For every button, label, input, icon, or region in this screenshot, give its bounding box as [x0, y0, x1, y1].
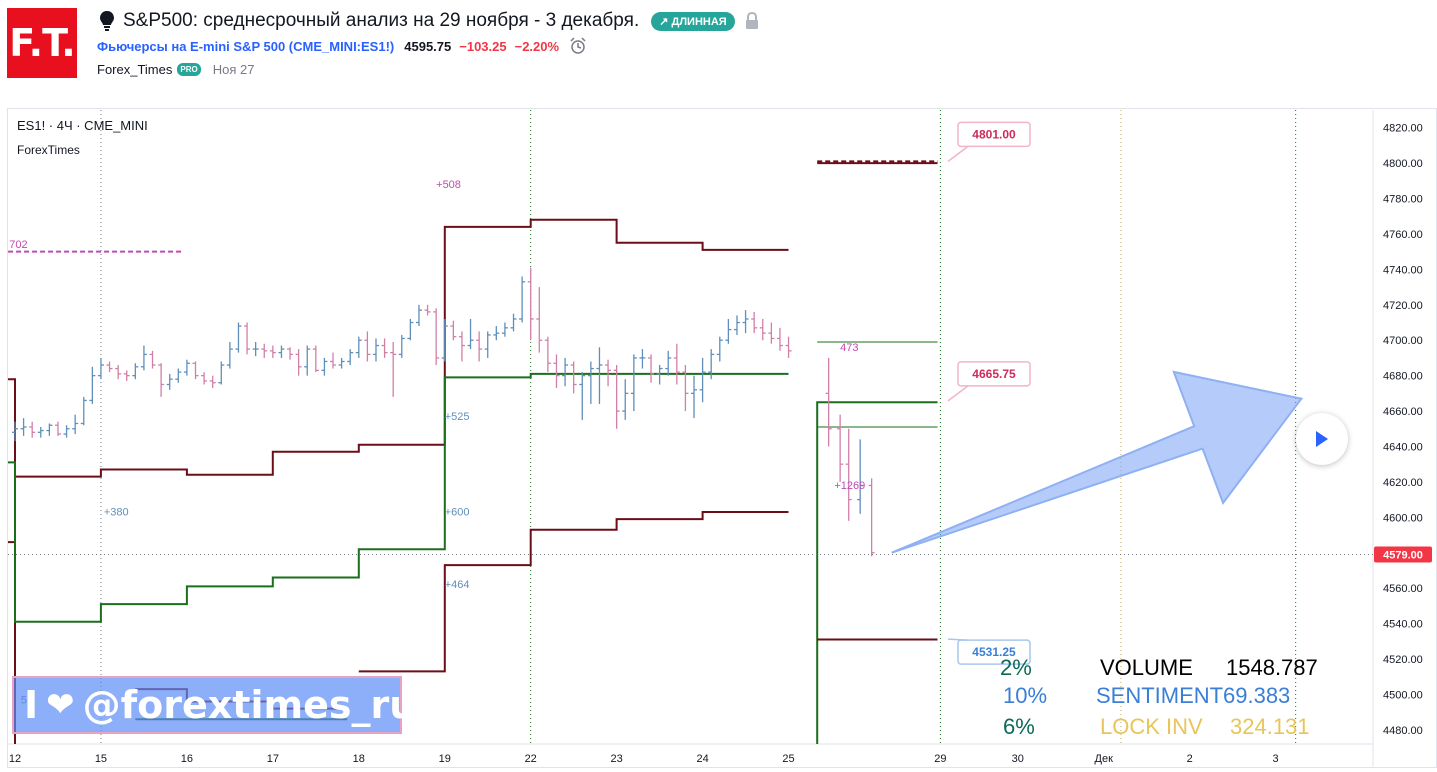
level-step-line	[816, 401, 938, 744]
time-tick-label: Дек	[1095, 753, 1114, 765]
volume-value: 1548.787	[1226, 655, 1318, 680]
sentiment-label: SENTIMENT	[1096, 683, 1224, 708]
level-annotation: 702	[9, 239, 27, 251]
time-tick-label: 12	[9, 753, 21, 765]
idea-title: S&P500: среднесрочный анализ на 29 ноябр…	[123, 10, 640, 31]
price-callout-box	[957, 639, 1031, 665]
time-tick-label: 29	[934, 753, 946, 765]
price-tick-label: 4600.00	[1383, 512, 1423, 524]
forecast-arrow	[891, 370, 1304, 554]
price-tick-label: 4820.00	[1383, 123, 1423, 135]
symbol-change: −103.25	[459, 38, 507, 54]
heart-icon: ❤	[46, 685, 75, 725]
price-callout-label: 4531.25	[972, 645, 1016, 659]
play-button[interactable]	[1296, 413, 1348, 465]
price-callout-box	[957, 361, 1031, 387]
price-callout-pointer	[947, 145, 969, 162]
time-tick-label: 16	[181, 753, 193, 765]
idea-header: F.T. S&P500: среднесрочный анализ на 29 …	[0, 0, 1437, 100]
price-tick-label: 4660.00	[1383, 406, 1423, 418]
long-position-badge: ↗ ДЛИННАЯ	[651, 11, 735, 31]
price-tick-label: 4640.00	[1383, 441, 1423, 453]
play-icon	[1316, 431, 1328, 447]
price-tick-label: 4520.00	[1383, 654, 1423, 666]
idea-title-row: S&P500: среднесрочный анализ на 29 ноябр…	[97, 8, 759, 34]
level-step-line	[8, 218, 789, 478]
sentiment-value: 69.383	[1223, 683, 1291, 708]
price-callout-box	[957, 121, 1031, 148]
volume-percent: 2%	[1000, 655, 1032, 680]
symbol-link[interactable]: Фьючерсы на E-mini S&P 500 (CME_MINI:ES1…	[97, 38, 395, 54]
time-tick-label: 3	[1273, 753, 1279, 765]
current-price-label: 4579.00	[1383, 550, 1423, 562]
level-step-line	[8, 372, 789, 623]
level-annotation: +508	[436, 179, 461, 191]
alarm-clock-icon[interactable]	[569, 37, 587, 55]
volume-label: VOLUME	[1100, 655, 1193, 680]
price-tick-label: 4700.00	[1383, 335, 1423, 347]
time-tick-label: 23	[611, 753, 623, 765]
time-tick-label: 25	[782, 753, 794, 765]
price-tick-label: 4740.00	[1383, 264, 1423, 276]
time-tick-label: 22	[525, 753, 537, 765]
chart-legend-indicator: ForexTimes	[17, 143, 80, 157]
level-annotation: +1269	[834, 480, 865, 492]
lock-inv-label: LOCK INV	[1100, 714, 1203, 739]
price-callout-pointer	[947, 638, 969, 641]
price-callout-label: 4665.75	[972, 367, 1016, 381]
watermark-handle: @forextimes_ru	[82, 683, 417, 727]
time-tick-label: 17	[267, 753, 279, 765]
brand-logo[interactable]: F.T.	[7, 8, 77, 78]
level-step-line	[358, 511, 789, 673]
time-tick-label: 24	[696, 753, 708, 765]
lock-inv-value: 324.131	[1230, 714, 1310, 739]
author-row: Forex_Times PRO Ноя 27	[97, 62, 254, 77]
price-callout-pointer	[947, 385, 969, 402]
chart-legend-symbol: ES1! · 4Ч · CME_MINI	[17, 118, 148, 133]
time-tick-label: 2	[1187, 753, 1193, 765]
pro-badge: PRO	[177, 63, 201, 76]
price-tick-label: 4680.00	[1383, 371, 1423, 383]
price-callout-label: 4801.00	[972, 127, 1016, 141]
price-tick-label: 4780.00	[1383, 194, 1423, 206]
author-link[interactable]: Forex_Times	[97, 62, 173, 77]
level-annotation: +525	[445, 411, 470, 423]
price-tick-label: 4760.00	[1383, 229, 1423, 241]
level-annotation: +464	[445, 579, 470, 591]
symbol-change-percent: −2.20%	[514, 38, 560, 54]
price-tick-label: 4620.00	[1383, 477, 1423, 489]
watermark-banner: I ❤ @forextimes_ru	[12, 676, 416, 734]
publish-date: Ноя 27	[212, 62, 255, 77]
lock-icon	[745, 12, 758, 29]
level-annotation: +600	[445, 507, 470, 519]
watermark-prefix: I	[24, 683, 39, 727]
price-tick-label: 4540.00	[1383, 619, 1423, 631]
price-tick-label: 4480.00	[1383, 725, 1423, 737]
level-annotation: +380	[104, 507, 129, 519]
time-tick-label: 15	[95, 753, 107, 765]
price-tick-label: 4800.00	[1383, 158, 1423, 170]
price-tick-label: 4500.00	[1383, 689, 1423, 701]
symbol-price: 4595.75	[404, 38, 452, 54]
symbol-row: Фьючерсы на E-mini S&P 500 (CME_MINI:ES1…	[97, 37, 587, 55]
level-annotation: 473	[840, 342, 858, 354]
price-tick-label: 4560.00	[1383, 583, 1423, 595]
time-tick-label: 30	[1012, 753, 1024, 765]
time-tick-label: 19	[439, 753, 451, 765]
sentiment-percent: 10%	[1003, 683, 1048, 708]
current-price-tag	[1374, 546, 1432, 563]
price-tick-label: 4720.00	[1383, 300, 1423, 312]
time-tick-label: 18	[353, 753, 365, 765]
lightbulb-icon	[100, 11, 114, 31]
lock-inv-percent: 6%	[1003, 714, 1035, 739]
